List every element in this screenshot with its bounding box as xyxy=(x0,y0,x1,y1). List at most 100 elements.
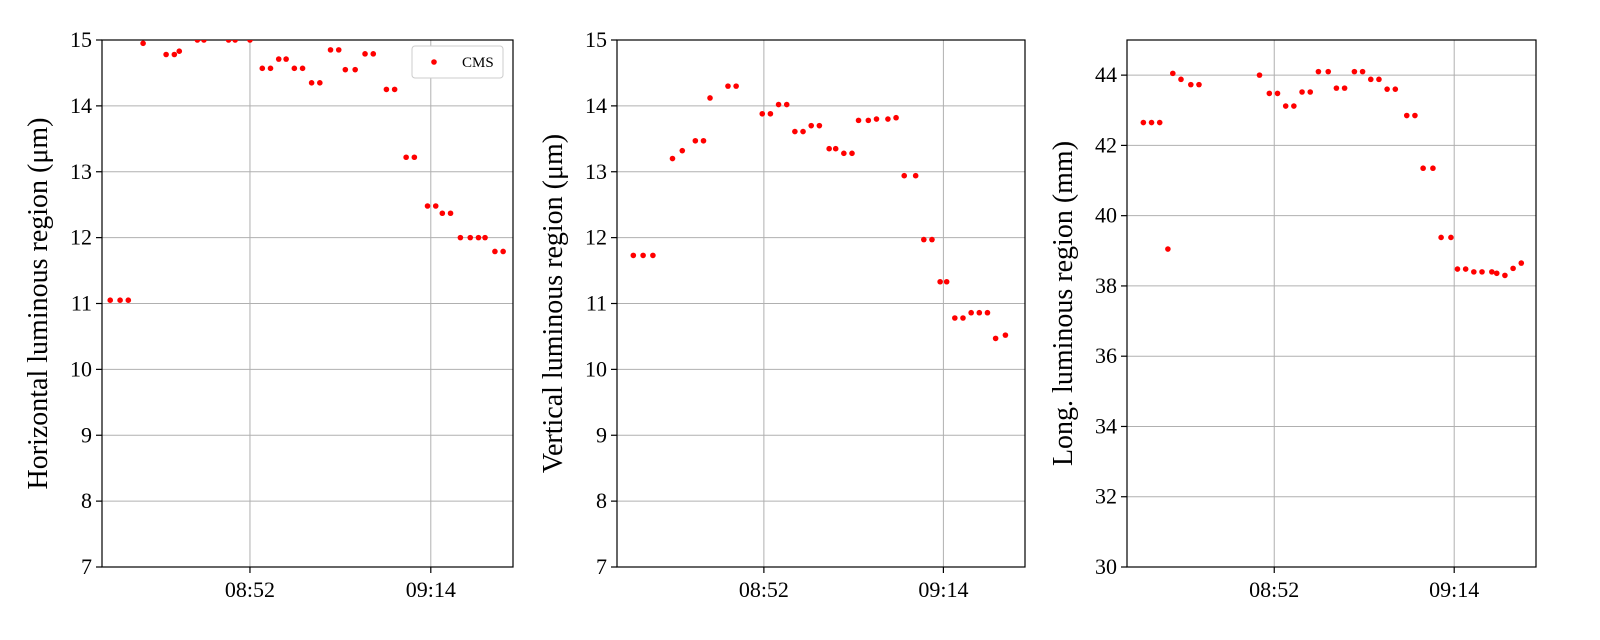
data-point xyxy=(992,335,999,342)
data-point xyxy=(247,40,253,43)
legend: CMS xyxy=(411,45,504,79)
y-tick-label: 7 xyxy=(81,554,92,579)
y-tick-label: 14 xyxy=(585,93,607,118)
data-point xyxy=(1438,234,1444,241)
x-tick-label: 09:14 xyxy=(1429,577,1479,602)
data-point xyxy=(1454,266,1461,272)
data-point xyxy=(912,172,919,179)
data-point xyxy=(335,47,342,53)
data-point xyxy=(1367,76,1374,83)
data-point xyxy=(1178,76,1184,83)
y-tick-label: 34 xyxy=(1095,413,1117,438)
legend-label: CMS xyxy=(462,55,494,71)
data-point xyxy=(1148,119,1155,126)
data-point xyxy=(403,154,409,161)
y-tick-label: 7 xyxy=(596,554,607,579)
data-point xyxy=(679,147,686,154)
data-point xyxy=(424,203,431,209)
data-point xyxy=(775,101,782,108)
data-point xyxy=(467,234,474,241)
data-point xyxy=(1489,269,1495,275)
data-point xyxy=(327,47,334,53)
data-point xyxy=(1341,85,1348,91)
data-point xyxy=(937,278,943,285)
data-point xyxy=(841,150,847,157)
data-point xyxy=(140,40,146,47)
data-point xyxy=(921,236,927,243)
data-point xyxy=(759,110,766,117)
data-point xyxy=(725,83,731,89)
data-point xyxy=(669,155,676,162)
y-tick-label: 12 xyxy=(585,225,607,250)
data-point xyxy=(700,137,707,144)
y-tick-label: 42 xyxy=(1095,132,1117,157)
y-tick-label: 15 xyxy=(585,27,607,52)
data-point xyxy=(984,309,991,316)
data-point xyxy=(475,234,482,241)
data-point xyxy=(492,248,498,255)
data-point xyxy=(194,40,201,43)
data-point xyxy=(1165,246,1171,252)
data-point xyxy=(800,128,806,135)
data-point xyxy=(968,309,974,316)
data-point xyxy=(342,66,349,73)
data-point xyxy=(707,95,713,101)
y-tick-label: 9 xyxy=(81,422,92,447)
data-point xyxy=(275,56,282,62)
data-point xyxy=(259,65,266,72)
data-point xyxy=(1351,68,1358,75)
x-tick-label: 09:14 xyxy=(918,577,968,602)
data-point xyxy=(865,117,872,124)
y-tick-label: 15 xyxy=(70,27,92,52)
data-point xyxy=(482,234,488,241)
y-tick-label: 9 xyxy=(596,422,607,447)
y-tick-label: 8 xyxy=(81,488,92,513)
data-point xyxy=(901,172,908,179)
x-tick-label: 08:52 xyxy=(739,577,789,602)
data-point xyxy=(171,51,178,58)
data-point xyxy=(1493,270,1500,277)
data-point xyxy=(1479,269,1485,275)
data-point xyxy=(885,116,891,122)
legend-marker xyxy=(431,59,437,65)
y-axis-label: Horizontal luminous region (μm) xyxy=(23,118,54,490)
data-point xyxy=(1325,68,1332,75)
data-point xyxy=(232,40,238,43)
data-point xyxy=(176,48,183,54)
data-point xyxy=(650,252,656,259)
data-point xyxy=(893,114,899,121)
data-point xyxy=(201,40,207,43)
y-tick-label: 10 xyxy=(70,356,92,381)
data-point xyxy=(383,86,390,93)
data-point xyxy=(826,145,832,152)
data-point xyxy=(267,65,274,72)
data-point xyxy=(370,51,377,57)
data-point xyxy=(1274,90,1281,97)
y-tick-label: 40 xyxy=(1095,203,1117,228)
y-tick-label: 44 xyxy=(1095,62,1117,87)
data-point xyxy=(352,66,358,73)
data-point xyxy=(943,278,950,285)
data-point xyxy=(849,150,855,157)
y-tick-label: 13 xyxy=(70,159,92,184)
y-tick-label: 12 xyxy=(70,225,92,250)
data-point xyxy=(952,315,958,321)
data-point xyxy=(855,117,862,124)
y-tick-label: 36 xyxy=(1095,343,1117,368)
y-tick-label: 38 xyxy=(1095,273,1117,298)
data-point xyxy=(283,56,289,62)
data-point xyxy=(125,297,132,304)
data-point xyxy=(1430,165,1436,172)
data-point xyxy=(1510,265,1516,272)
data-point xyxy=(117,297,123,304)
y-tick-label: 32 xyxy=(1095,484,1117,509)
data-point xyxy=(317,80,323,86)
data-point xyxy=(308,80,315,86)
data-series xyxy=(1140,68,1525,279)
data-point xyxy=(692,137,699,144)
y-tick-label: 8 xyxy=(596,488,607,513)
data-point xyxy=(832,145,839,152)
data-point xyxy=(640,252,646,259)
data-point xyxy=(1376,76,1382,83)
x-tick-label: 08:52 xyxy=(1249,577,1299,602)
